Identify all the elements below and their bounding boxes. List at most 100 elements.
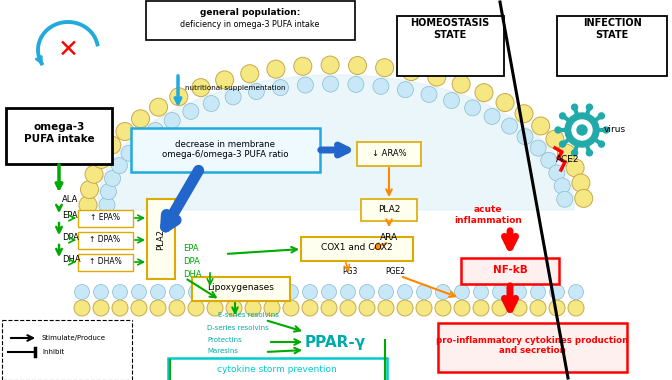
Circle shape <box>501 118 517 134</box>
FancyBboxPatch shape <box>361 199 417 221</box>
Circle shape <box>517 129 533 145</box>
Text: general population:: general population: <box>200 8 300 17</box>
Circle shape <box>216 71 234 89</box>
Circle shape <box>575 189 593 207</box>
Text: omega-3
PUFA intake: omega-3 PUFA intake <box>24 122 94 144</box>
Circle shape <box>226 285 241 299</box>
Text: PLA2: PLA2 <box>157 228 165 250</box>
Circle shape <box>454 285 470 299</box>
Circle shape <box>302 285 317 299</box>
Text: PG3: PG3 <box>342 268 358 277</box>
Circle shape <box>378 300 394 316</box>
Circle shape <box>376 59 394 77</box>
Circle shape <box>435 300 451 316</box>
Text: Maresins: Maresins <box>207 348 238 354</box>
Circle shape <box>474 285 489 299</box>
FancyBboxPatch shape <box>397 16 504 76</box>
FancyBboxPatch shape <box>438 323 627 372</box>
Circle shape <box>454 300 470 316</box>
Text: PPAR-γ: PPAR-γ <box>305 334 366 350</box>
Text: NF-kB: NF-kB <box>493 265 528 275</box>
Circle shape <box>444 93 460 109</box>
Circle shape <box>192 79 210 97</box>
FancyBboxPatch shape <box>168 358 387 380</box>
Circle shape <box>492 300 508 316</box>
Text: Stimulate/Produce: Stimulate/Produce <box>42 335 106 341</box>
FancyBboxPatch shape <box>6 108 112 164</box>
Circle shape <box>452 75 470 93</box>
Circle shape <box>79 196 97 214</box>
Circle shape <box>599 113 604 119</box>
Circle shape <box>560 141 566 147</box>
Circle shape <box>373 78 389 94</box>
Circle shape <box>397 82 413 98</box>
Text: EPA
DPA
DHA: EPA DPA DHA <box>183 244 202 279</box>
Circle shape <box>493 285 507 299</box>
Circle shape <box>183 103 199 119</box>
Circle shape <box>112 158 128 174</box>
Circle shape <box>302 300 318 316</box>
FancyBboxPatch shape <box>301 237 413 261</box>
Polygon shape <box>98 75 574 210</box>
Circle shape <box>349 57 366 74</box>
Circle shape <box>294 57 312 75</box>
Circle shape <box>572 150 577 156</box>
Circle shape <box>587 104 593 110</box>
Circle shape <box>100 184 116 200</box>
Text: DHA: DHA <box>62 255 81 264</box>
Circle shape <box>340 300 356 316</box>
Text: cytokine storm prevention: cytokine storm prevention <box>217 364 337 374</box>
Circle shape <box>131 300 147 316</box>
Circle shape <box>417 285 431 299</box>
Circle shape <box>435 285 450 299</box>
Circle shape <box>568 300 584 316</box>
Circle shape <box>273 79 288 96</box>
Circle shape <box>170 88 187 106</box>
FancyBboxPatch shape <box>192 277 290 301</box>
FancyBboxPatch shape <box>78 232 133 249</box>
Circle shape <box>267 60 285 78</box>
Circle shape <box>554 178 570 194</box>
Text: Inhibit: Inhibit <box>42 349 64 355</box>
Circle shape <box>169 300 185 316</box>
Circle shape <box>484 108 500 125</box>
Circle shape <box>203 95 219 112</box>
Circle shape <box>298 77 313 93</box>
Text: ALA: ALA <box>62 195 79 204</box>
Text: ↑ DHA%: ↑ DHA% <box>89 258 122 266</box>
Circle shape <box>566 159 584 177</box>
Text: deficiency in omega-3 PUFA intake: deficiency in omega-3 PUFA intake <box>180 20 320 29</box>
Circle shape <box>245 300 261 316</box>
Circle shape <box>572 104 577 110</box>
Circle shape <box>81 180 99 199</box>
Circle shape <box>402 63 420 81</box>
Circle shape <box>569 285 583 299</box>
Circle shape <box>189 285 204 299</box>
FancyBboxPatch shape <box>461 258 559 284</box>
Circle shape <box>132 285 146 299</box>
Text: Lipoxygenases: Lipoxygenases <box>208 283 274 293</box>
FancyBboxPatch shape <box>78 254 133 271</box>
Circle shape <box>75 285 89 299</box>
Circle shape <box>321 300 337 316</box>
Circle shape <box>85 165 103 183</box>
Text: virus: virus <box>604 125 626 135</box>
FancyBboxPatch shape <box>131 128 320 172</box>
Circle shape <box>283 300 299 316</box>
Text: HOMEOSTASIS
STATE: HOMEOSTASIS STATE <box>411 18 490 40</box>
Circle shape <box>169 285 185 299</box>
Circle shape <box>378 285 394 299</box>
Circle shape <box>321 285 337 299</box>
FancyBboxPatch shape <box>357 142 421 166</box>
Circle shape <box>577 125 587 135</box>
Circle shape <box>245 285 261 299</box>
Circle shape <box>207 300 223 316</box>
Circle shape <box>398 285 413 299</box>
FancyBboxPatch shape <box>147 199 175 279</box>
Circle shape <box>572 174 590 192</box>
Circle shape <box>549 165 564 181</box>
Circle shape <box>284 285 298 299</box>
Text: EPA: EPA <box>62 212 78 220</box>
Circle shape <box>496 93 514 112</box>
Circle shape <box>112 300 128 316</box>
